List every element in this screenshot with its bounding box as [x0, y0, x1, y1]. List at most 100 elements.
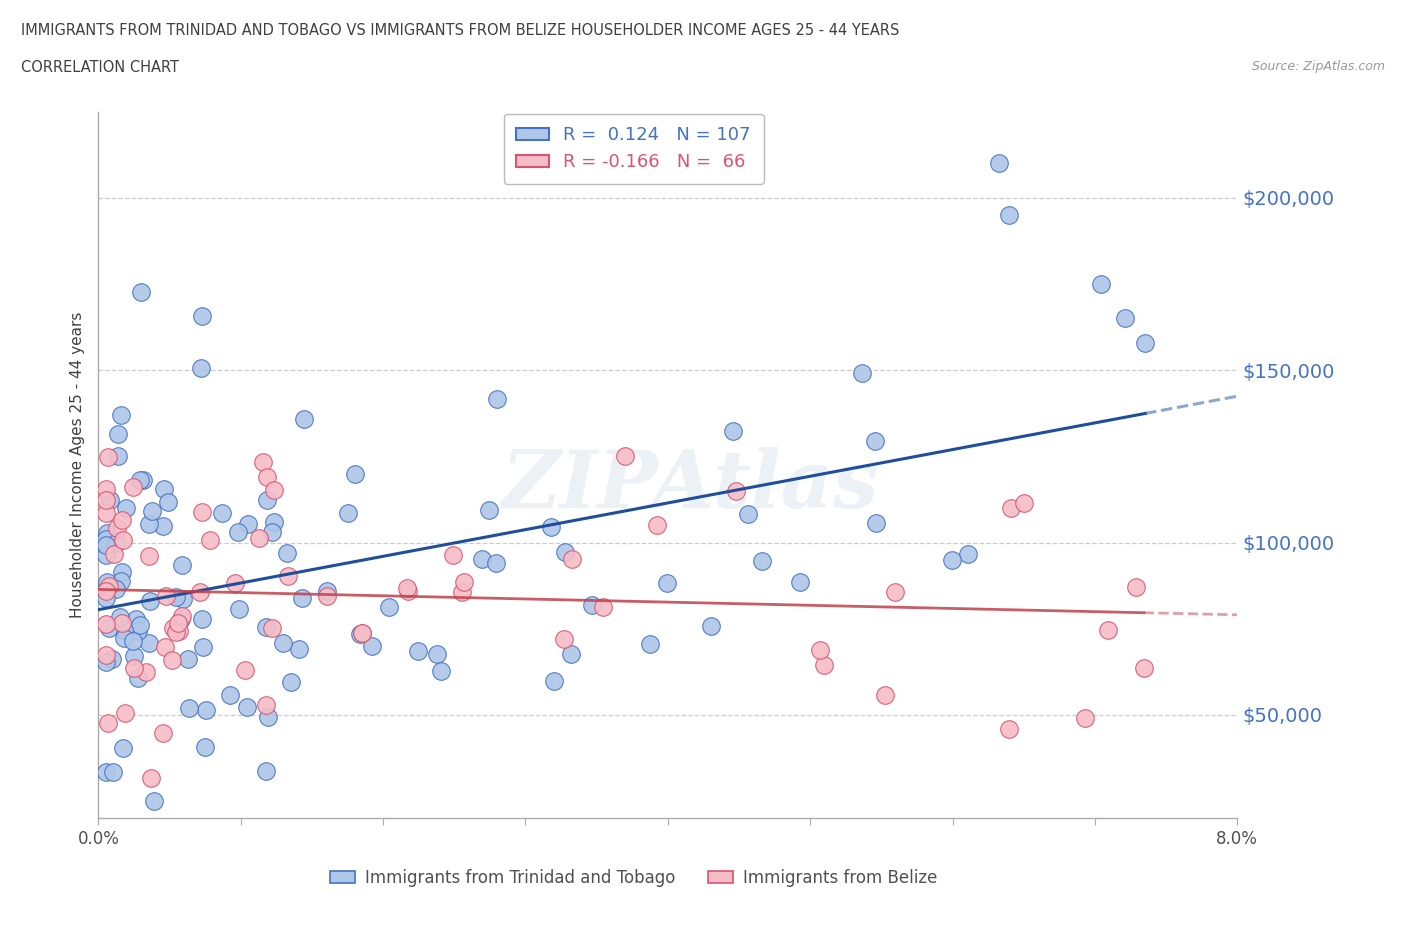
Point	[540, 519, 562, 534]
Point	[592, 599, 614, 614]
Point	[751, 554, 773, 569]
Point	[1097, 622, 1119, 637]
Point	[553, 632, 575, 647]
Point	[105, 520, 128, 535]
Point	[725, 484, 748, 498]
Point	[256, 493, 278, 508]
Point	[96, 575, 118, 590]
Point	[789, 575, 811, 590]
Point	[614, 449, 637, 464]
Point	[987, 156, 1010, 171]
Point	[138, 517, 160, 532]
Point	[263, 514, 285, 529]
Point	[560, 646, 582, 661]
Point	[343, 467, 366, 482]
Point	[863, 433, 886, 448]
Point	[737, 506, 759, 521]
Point	[256, 470, 278, 485]
Point	[114, 500, 136, 515]
Point	[98, 621, 121, 636]
Point	[129, 285, 152, 299]
Point	[1090, 276, 1112, 291]
Point	[132, 472, 155, 487]
Point	[262, 621, 284, 636]
Point	[700, 619, 723, 634]
Point	[441, 548, 464, 563]
Point	[111, 513, 134, 528]
Point	[152, 519, 174, 534]
Point	[1133, 335, 1156, 350]
Point	[167, 623, 190, 638]
Point	[406, 644, 429, 658]
Point	[395, 580, 418, 595]
Point	[94, 655, 117, 670]
Point	[103, 547, 125, 562]
Point	[451, 584, 474, 599]
Point	[112, 741, 135, 756]
Point	[112, 631, 135, 645]
Point	[426, 646, 449, 661]
Point	[254, 619, 277, 634]
Text: CORRELATION CHART: CORRELATION CHART	[21, 60, 179, 75]
Point	[110, 573, 132, 588]
Point	[486, 392, 509, 407]
Point	[94, 617, 117, 631]
Point	[143, 793, 166, 808]
Point	[288, 642, 311, 657]
Point	[941, 553, 963, 568]
Point	[1074, 711, 1097, 725]
Point	[191, 640, 214, 655]
Point	[188, 584, 211, 599]
Point	[176, 652, 198, 667]
Point	[956, 547, 979, 562]
Point	[172, 591, 194, 606]
Point	[190, 505, 212, 520]
Point	[315, 589, 337, 604]
Point	[1000, 501, 1022, 516]
Point	[478, 502, 501, 517]
Point	[851, 365, 873, 380]
Point	[104, 582, 127, 597]
Point	[554, 544, 576, 559]
Point	[167, 616, 190, 631]
Point	[238, 516, 260, 531]
Point	[122, 660, 145, 675]
Point	[271, 636, 294, 651]
Point	[218, 687, 240, 702]
Point	[471, 551, 494, 566]
Text: IMMIGRANTS FROM TRINIDAD AND TOBAGO VS IMMIGRANTS FROM BELIZE HOUSEHOLDER INCOME: IMMIGRANTS FROM TRINIDAD AND TOBAGO VS I…	[21, 23, 900, 38]
Point	[226, 525, 249, 539]
Point	[169, 612, 191, 627]
Point	[94, 482, 117, 497]
Point	[194, 739, 217, 754]
Point	[141, 771, 163, 786]
Point	[112, 533, 135, 548]
Point	[94, 591, 117, 605]
Point	[228, 601, 250, 616]
Point	[292, 411, 315, 426]
Point	[350, 625, 373, 640]
Point	[107, 448, 129, 463]
Point	[138, 635, 160, 650]
Point	[236, 699, 259, 714]
Point	[98, 492, 121, 507]
Point	[655, 576, 678, 591]
Point	[101, 651, 124, 666]
Point	[94, 492, 117, 507]
Point	[94, 548, 117, 563]
Point	[128, 473, 150, 488]
Point	[128, 618, 150, 632]
Point	[865, 515, 887, 530]
Point	[125, 612, 148, 627]
Point	[276, 546, 298, 561]
Point	[998, 207, 1021, 222]
Point	[112, 622, 135, 637]
Point	[1132, 661, 1154, 676]
Point	[190, 360, 212, 375]
Point	[262, 525, 284, 539]
Point	[813, 658, 835, 672]
Point	[156, 495, 179, 510]
Point	[162, 653, 184, 668]
Point	[721, 423, 744, 438]
Point	[195, 702, 218, 717]
